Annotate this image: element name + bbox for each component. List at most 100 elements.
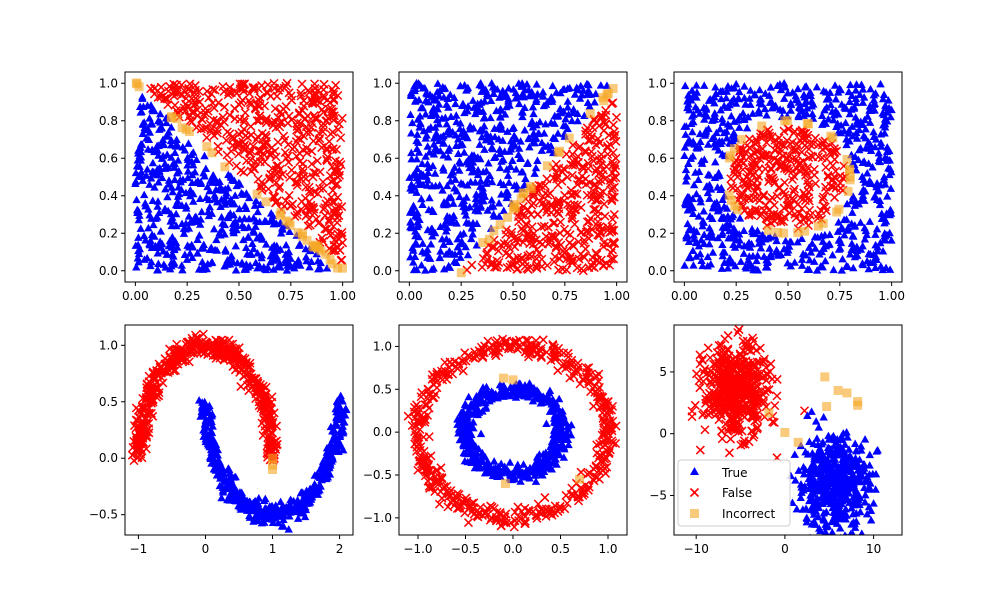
true-point	[434, 91, 444, 100]
true-point	[528, 102, 538, 111]
true-point	[570, 90, 580, 98]
false-point	[427, 482, 437, 492]
false-point	[318, 184, 328, 194]
subplot-moons: −1 0 1 2−0.50.00.51.0	[89, 324, 354, 556]
false-point	[772, 213, 782, 223]
true-point	[293, 514, 303, 522]
false-point	[268, 120, 278, 130]
true-point	[232, 492, 241, 500]
incorrect-point	[845, 165, 855, 175]
false-point	[759, 191, 769, 201]
incorrect-point	[842, 154, 852, 164]
false-point	[545, 188, 555, 198]
false-point	[156, 92, 166, 102]
false-point	[532, 513, 542, 523]
false-point	[566, 489, 576, 499]
true-point	[834, 218, 843, 226]
true-point	[460, 81, 469, 89]
true-point	[177, 201, 187, 209]
false-point	[332, 144, 342, 155]
true-point	[142, 171, 151, 179]
false-point	[329, 197, 339, 207]
false-point	[599, 457, 609, 467]
true-point	[203, 182, 212, 191]
true-point	[251, 196, 261, 205]
false-point	[235, 79, 245, 89]
true-point	[504, 178, 514, 186]
true-point	[681, 81, 690, 90]
false-point	[255, 93, 265, 103]
false-point	[573, 362, 583, 372]
false-point	[337, 255, 347, 265]
true-point	[325, 470, 335, 478]
false-point	[257, 81, 267, 91]
false-point	[600, 211, 610, 221]
y-tick-label: 0.4	[373, 189, 392, 203]
false-point	[190, 81, 200, 91]
true-point	[878, 246, 888, 255]
true-point	[443, 181, 452, 190]
false-point	[765, 131, 775, 141]
false-point	[600, 436, 610, 446]
true-point	[486, 96, 496, 105]
true-point	[696, 137, 705, 146]
false-point	[319, 93, 329, 103]
true-point	[495, 145, 504, 153]
true-point	[189, 217, 198, 225]
true-point	[262, 240, 271, 248]
true-point	[699, 239, 709, 248]
true-point	[240, 214, 249, 222]
y-tick-label: 0.8	[99, 114, 118, 128]
true-point	[858, 191, 868, 199]
false-point	[239, 86, 249, 96]
true-point	[177, 261, 186, 269]
true-point	[324, 463, 334, 472]
true-point	[517, 168, 526, 176]
false-point	[333, 90, 343, 101]
x-tick-label: 0.50	[500, 289, 527, 303]
true-point	[167, 136, 176, 144]
true-point	[132, 161, 142, 170]
incorrect-point	[268, 453, 278, 463]
series-incorrect	[131, 78, 347, 273]
true-point	[209, 224, 219, 233]
subplot-circles: −1.0 −0.5 0.0 0.5 1.0−1.0−0.50.00.51.0	[363, 324, 628, 556]
true-point	[134, 215, 144, 224]
true-point	[863, 112, 872, 120]
x-tick-label: 1.00	[603, 289, 630, 303]
true-point	[741, 100, 750, 108]
true-point	[772, 236, 781, 245]
true-point	[681, 130, 690, 138]
true-point	[243, 249, 252, 258]
false-point	[574, 254, 584, 264]
false-point	[517, 506, 527, 516]
true-point	[223, 482, 232, 490]
false-point	[284, 88, 294, 98]
true-point	[181, 188, 191, 197]
true-point	[270, 219, 279, 227]
true-point	[204, 207, 213, 216]
incorrect-point	[828, 133, 838, 143]
x-tick-label: 0.25	[174, 289, 201, 303]
true-point	[415, 179, 424, 188]
true-point	[851, 197, 861, 205]
false-point	[305, 220, 315, 230]
true-point	[811, 244, 820, 252]
true-point	[881, 103, 890, 111]
true-point	[467, 234, 476, 243]
false-point	[239, 167, 249, 177]
false-point	[419, 459, 429, 469]
true-point	[849, 232, 858, 240]
false-point	[152, 383, 162, 393]
false-point	[292, 125, 302, 135]
false-point	[309, 208, 319, 218]
true-point	[272, 252, 281, 260]
true-point	[704, 232, 713, 241]
true-point	[425, 148, 434, 156]
true-point	[244, 193, 254, 202]
true-point	[475, 140, 484, 148]
false-point	[144, 403, 154, 413]
false-point	[318, 122, 328, 132]
series-false	[127, 329, 282, 466]
true-point	[446, 192, 456, 201]
